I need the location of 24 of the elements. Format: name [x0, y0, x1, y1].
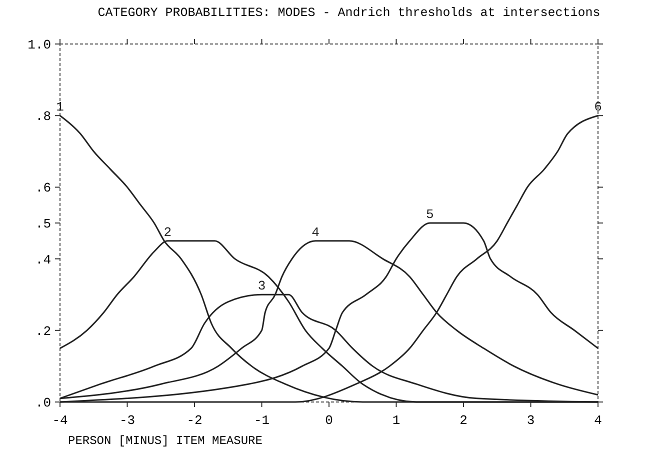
x-axis-title: PERSON [MINUS] ITEM MEASURE	[68, 434, 262, 448]
series-label: 5	[426, 207, 434, 222]
series-label: 2	[164, 224, 172, 240]
x-tick-label: 0	[325, 413, 333, 428]
y-tick-label: 1.0	[28, 38, 51, 52]
x-tick-label: -1	[254, 413, 270, 428]
chart-title: CATEGORY PROBABILITIES: MODES - Andrich thresholds at intersections	[98, 6, 600, 20]
x-tick-label: 1	[392, 413, 400, 428]
series-label: 4	[312, 224, 320, 240]
x-tick-label: 3	[526, 413, 535, 428]
y-tick-label: .8	[35, 109, 51, 124]
x-tick-label: 4	[594, 413, 602, 428]
x-tick-label: -4	[52, 413, 68, 428]
y-tick-label: .6	[35, 180, 51, 196]
x-tick-label: -3	[119, 413, 136, 428]
series-label: 1	[56, 100, 64, 115]
x-tick-label: 2	[460, 413, 468, 428]
series-label: 6	[594, 100, 602, 115]
x-tick-label: -2	[186, 413, 202, 428]
y-tick-label: .2	[35, 324, 51, 339]
y-tick-label: .4	[35, 252, 52, 268]
y-tick-label: .5	[35, 216, 51, 232]
series-label: 3	[258, 278, 266, 294]
y-tick-label: .0	[35, 396, 51, 410]
